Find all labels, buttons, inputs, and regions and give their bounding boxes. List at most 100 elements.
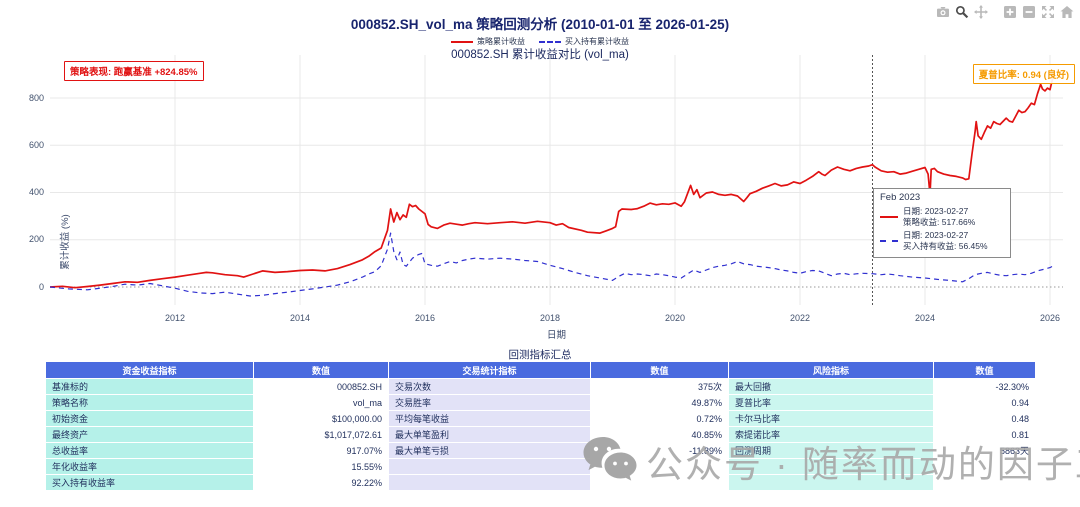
y-tick-label: 800: [28, 92, 44, 103]
table-row: 总收益率 917.07% 最大单笔亏损 -11.89% 回测周期 5863天: [45, 442, 1036, 459]
wechat-icon: [582, 435, 638, 488]
table-header-cell: 数值: [590, 361, 729, 379]
y-tick-label: 0: [38, 281, 44, 292]
metric-label-cell: 最大单笔亏损: [388, 442, 591, 459]
metric-value-cell: $1,017,072.61: [253, 426, 389, 443]
metric-value-cell: [933, 458, 1036, 475]
metric-value-cell: 0.72%: [590, 410, 729, 427]
table-header-cell: 交易统计指标: [388, 361, 591, 379]
table-header-cell: 数值: [933, 361, 1036, 379]
x-tick-label: 2014: [289, 313, 311, 323]
legend-label: 策略累计收益: [477, 37, 525, 46]
table-title: 回测指标汇总: [508, 349, 572, 361]
metric-value-cell: 5863天: [933, 442, 1036, 459]
legend-item-strategy[interactable]: 策略累计收益: [451, 36, 525, 47]
metric-label-cell: [388, 474, 591, 491]
tooltip-row-buy-hold: 日期: 2023-02-27 买入持有收益: 56.45%: [880, 230, 1004, 251]
page-title: 000852.SH_vol_ma 策略回测分析 (2010-01-01 至 20…: [350, 17, 730, 32]
metric-value-cell: vol_ma: [253, 394, 389, 411]
metric-label-cell: 基准标的: [45, 378, 254, 395]
metric-label-cell: 总收益率: [45, 442, 254, 459]
metric-label-cell: 最大单笔盈利: [388, 426, 591, 443]
x-tick-label: 2018: [539, 313, 561, 323]
metric-value-cell: 917.07%: [253, 442, 389, 459]
metric-label-cell: 最终资产: [45, 426, 254, 443]
table-body: 基准标的 000852.SH 交易次数 375次 最大回撤 -32.30% 策略名称 vol_…: [45, 378, 1036, 491]
chart-subtitle: 000852.SH 累计收益对比 (vol_ma): [451, 49, 629, 61]
performance-annotation: 策略表现: 跑赢基准 +824.85%: [64, 61, 204, 81]
table-row: 初始资金 $100,000.00 平均每笔收益 0.72% 卡尔马比率 0.48: [45, 410, 1036, 427]
table-header-row: 资金收益指标 数值 交易统计指标 数值 风险指标 数值: [45, 361, 1036, 379]
x-tick-label: 2024: [914, 313, 936, 323]
metric-value-cell: 0.81: [933, 426, 1036, 443]
table-row: 最终资产 $1,017,072.61 最大单笔盈利 40.85% 索提诺比率 0.81: [45, 426, 1036, 443]
table-header-cell: 数值: [253, 361, 389, 379]
tooltip-date: 日期: 2023-02-27: [903, 230, 969, 241]
hover-tooltip: Feb 2023 日期: 2023-02-27 策略收益: 517.66% 日期…: [873, 188, 1011, 258]
metric-value-cell: $100,000.00: [253, 410, 389, 427]
x-tick-label: 2026: [1039, 313, 1061, 323]
metric-value-cell: 49.87%: [590, 394, 729, 411]
table-header-cell: 风险指标: [728, 361, 934, 379]
metric-label-cell: 交易次数: [388, 378, 591, 395]
metric-label-cell: 初始资金: [45, 410, 254, 427]
table-row: 买入持有收益率 92.22%: [45, 474, 1036, 491]
table-row: 基准标的 000852.SH 交易次数 375次 最大回撤 -32.30%: [45, 378, 1036, 395]
zoom-out-icon[interactable]: [1021, 4, 1036, 19]
tooltip-value: 买入持有收益: 56.45%: [903, 240, 988, 251]
pan-icon[interactable]: [973, 4, 988, 19]
y-tick-label: 600: [28, 139, 44, 150]
camera-icon[interactable]: [935, 4, 950, 19]
x-tick-label: 2016: [414, 313, 436, 323]
tooltip-row-strategy: 日期: 2023-02-27 策略收益: 517.66%: [880, 206, 1004, 227]
table-header-cell: 资金收益指标: [45, 361, 254, 379]
y-tick-label: 400: [28, 187, 44, 197]
metric-value-cell: 92.22%: [253, 474, 389, 491]
line-chart[interactable]: [49, 55, 1063, 310]
y-axis-title: 累计收益 (%): [60, 214, 71, 270]
metric-value-cell: [590, 474, 729, 491]
buy-hold-line-swatch: [880, 239, 898, 242]
zoom-icon[interactable]: [954, 4, 969, 19]
watermark: 公众号 · 随率而动的因子工厂: [582, 434, 1080, 488]
tooltip-value: 策略收益: 517.66%: [903, 216, 976, 227]
metric-value-cell: 000852.SH: [253, 378, 389, 395]
metric-label-cell: [728, 474, 934, 491]
metrics-summary-table: 资金收益指标 数值 交易统计指标 数值 风险指标 数值 基准标的 000852.SH 交易次数…: [45, 361, 1036, 491]
metric-label-cell: [388, 458, 591, 475]
metric-value-cell: [933, 474, 1036, 491]
legend-label: 买入持有累计收益: [565, 37, 629, 46]
strategy-line-swatch: [880, 215, 898, 218]
x-tick-label: 2012: [164, 313, 186, 323]
chart-legend: 策略累计收益 买入持有累计收益: [0, 36, 1080, 47]
metric-label-cell: 夏普比率: [728, 394, 934, 411]
x-axis-title: 日期: [546, 330, 566, 341]
watermark-text: 公众号 · 随率而动的因子工厂: [646, 444, 1080, 485]
metric-label-cell: 最大回撤: [728, 378, 934, 395]
x-tick-label: 2022: [789, 313, 811, 323]
tooltip-date: 日期: 2023-02-27: [903, 206, 969, 216]
metric-value-cell: 0.48: [933, 410, 1036, 427]
metric-label-cell: 卡尔马比率: [728, 410, 934, 427]
reset-home-icon[interactable]: [1059, 4, 1074, 19]
metric-value-cell: 375次: [590, 378, 729, 395]
x-tick-label: 2020: [664, 313, 686, 323]
tooltip-header: Feb 2023: [880, 192, 921, 203]
plotly-modebar: [935, 4, 1074, 19]
zoom-in-icon[interactable]: [1002, 4, 1017, 19]
legend-item-buy-hold[interactable]: 买入持有累计收益: [539, 36, 629, 47]
metric-value-cell: 15.55%: [253, 458, 389, 475]
metric-value-cell: -32.30%: [933, 378, 1036, 395]
plot-area[interactable]: 累计收益 (%): [49, 55, 1063, 310]
metric-label-cell: 平均每笔收益: [388, 410, 591, 427]
autoscale-icon[interactable]: [1040, 4, 1055, 19]
buy-hold-line-swatch: [539, 40, 561, 43]
y-tick-label: 200: [28, 234, 44, 245]
metric-value-cell: 0.94: [933, 394, 1036, 411]
metric-label-cell: 买入持有收益率: [45, 474, 254, 491]
sharpe-annotation: 夏普比率: 0.94 (良好): [972, 64, 1075, 84]
table-row: 策略名称 vol_ma 交易胜率 49.87% 夏普比率 0.94: [45, 394, 1036, 411]
metric-label-cell: 交易胜率: [388, 394, 591, 411]
metric-label-cell: 年化收益率: [45, 458, 254, 475]
